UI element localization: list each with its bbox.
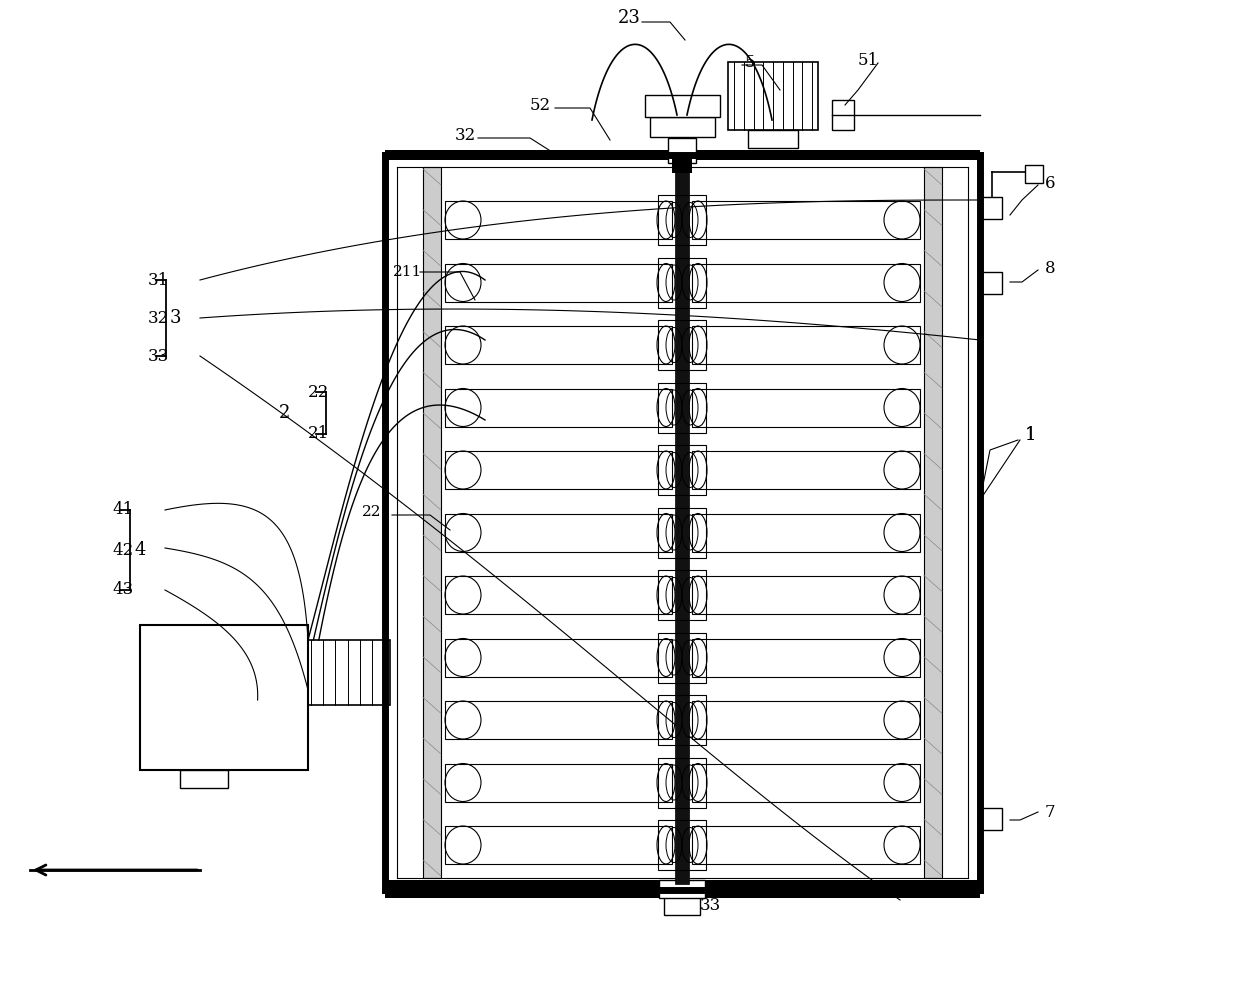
Bar bbox=[832, 100, 854, 130]
Text: 23: 23 bbox=[618, 9, 641, 27]
Text: 52: 52 bbox=[529, 97, 551, 114]
Bar bbox=[140, 625, 308, 770]
Text: 4: 4 bbox=[134, 541, 145, 559]
Text: 221: 221 bbox=[362, 505, 392, 519]
Text: 211: 211 bbox=[393, 265, 423, 279]
Bar bbox=[645, 95, 719, 117]
Text: 42: 42 bbox=[112, 542, 133, 559]
Text: 43: 43 bbox=[112, 582, 133, 599]
Text: 1: 1 bbox=[1025, 426, 1037, 444]
Bar bbox=[283, 664, 305, 682]
Bar bbox=[384, 880, 980, 898]
Text: 6: 6 bbox=[1045, 175, 1055, 192]
Text: 33: 33 bbox=[148, 347, 169, 364]
Text: 5: 5 bbox=[745, 54, 755, 71]
Bar bbox=[650, 117, 714, 137]
Text: 32: 32 bbox=[148, 309, 169, 326]
Bar bbox=[423, 167, 441, 878]
Text: 7: 7 bbox=[1045, 803, 1055, 820]
Bar bbox=[672, 157, 692, 173]
Text: 51: 51 bbox=[858, 52, 879, 69]
Text: 33: 33 bbox=[701, 896, 722, 913]
Text: 22: 22 bbox=[308, 383, 330, 400]
Bar bbox=[663, 890, 701, 915]
Text: 3: 3 bbox=[170, 309, 181, 327]
Bar bbox=[924, 167, 942, 878]
Bar bbox=[668, 138, 696, 163]
Bar bbox=[982, 197, 1002, 219]
Bar bbox=[675, 161, 689, 884]
Bar bbox=[305, 640, 391, 705]
Bar bbox=[658, 880, 706, 898]
Text: 32: 32 bbox=[455, 127, 476, 144]
Text: 41: 41 bbox=[112, 502, 133, 519]
Text: 441: 441 bbox=[610, 884, 642, 901]
Bar bbox=[1025, 165, 1043, 183]
Text: 31: 31 bbox=[148, 271, 169, 288]
Text: 21: 21 bbox=[308, 425, 330, 442]
Bar bbox=[748, 130, 799, 148]
Bar bbox=[980, 272, 1002, 294]
Text: 2: 2 bbox=[279, 404, 290, 422]
Text: 1: 1 bbox=[1025, 426, 1037, 444]
Bar bbox=[384, 150, 980, 160]
Bar bbox=[980, 808, 1002, 830]
Bar bbox=[728, 62, 818, 130]
Bar bbox=[180, 770, 228, 788]
Text: 8: 8 bbox=[1045, 259, 1055, 276]
